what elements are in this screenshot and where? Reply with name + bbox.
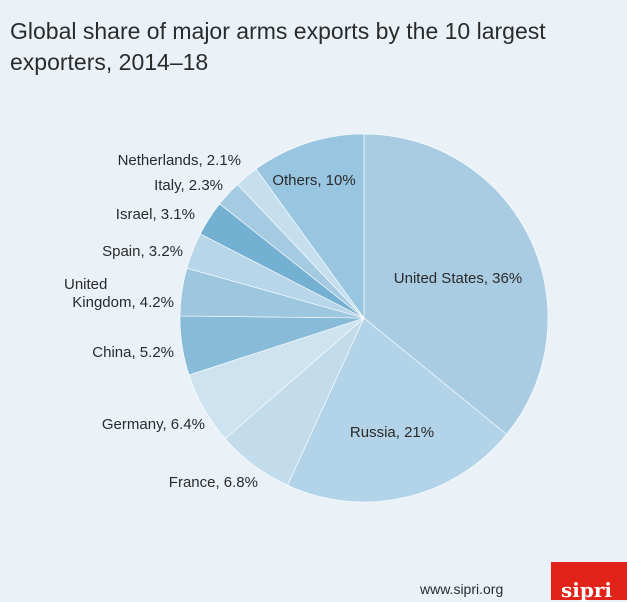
slice-label: United Kingdom, 4.2% [64,276,174,311]
slice-label: Italy, 2.3% [154,177,223,194]
pie-slice [363,133,549,435]
logo-text: sipri [561,578,612,602]
pie-slice [255,133,365,319]
sipri-logo: sipri [551,562,627,600]
chart-title: Global share of major arms exports by th… [10,18,546,75]
slice-label: Netherlands, 2.1% [118,152,241,169]
pie-slices [179,133,549,503]
slice-label: Israel, 3.1% [116,206,195,223]
source-link[interactable]: www.sipri.org [420,581,504,597]
slice-label: China, 5.2% [92,344,174,361]
slice-label: Russia, 21% [350,424,434,441]
pie-labels: United States, 36% Russia, 21% France, 6.8… [64,152,522,491]
pie-slice [287,317,507,503]
slice-label: United States, 36% [394,270,522,287]
slice-label: Germany, 6.4% [102,416,205,433]
slice-label: France, 6.8% [169,474,258,491]
slice-label: Spain, 3.2% [102,243,183,260]
slice-label: Others, 10% [272,172,355,189]
